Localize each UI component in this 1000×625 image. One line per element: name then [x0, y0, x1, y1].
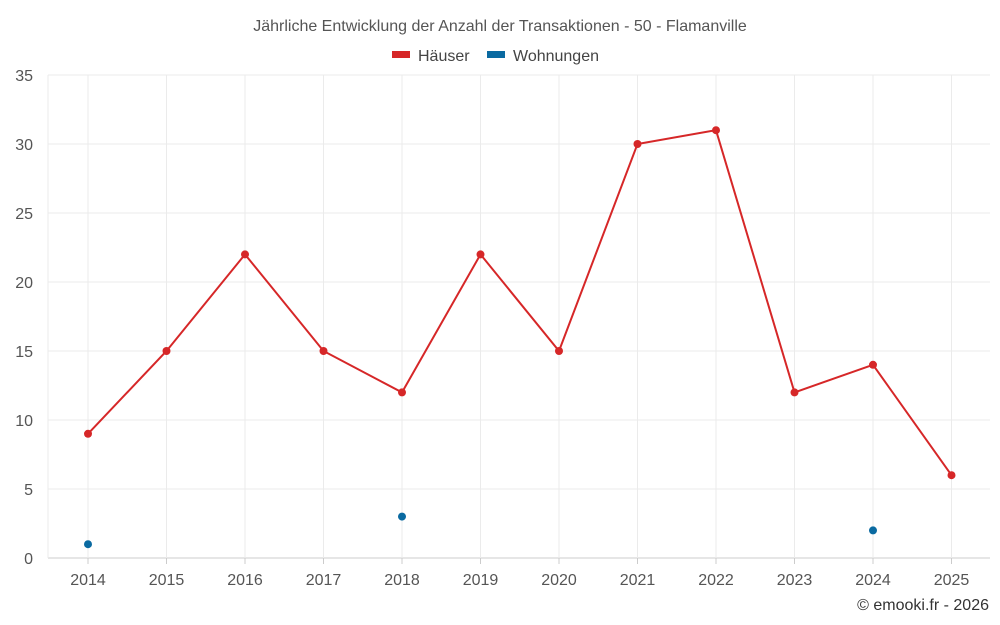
x-tick-label: 2019: [463, 572, 499, 589]
data-point-haeuser[interactable]: [712, 126, 720, 135]
data-point-wohnungen[interactable]: [869, 526, 877, 535]
x-tick-label: 2020: [541, 572, 577, 589]
data-point-haeuser[interactable]: [84, 429, 92, 438]
footer-credit: © emooki.fr - 2026: [857, 597, 989, 614]
x-tick-label: 2015: [149, 572, 185, 589]
x-tick-label: 2014: [70, 572, 106, 589]
data-point-haeuser[interactable]: [869, 360, 877, 369]
data-point-wohnungen[interactable]: [84, 540, 92, 549]
data-point-wohnungen[interactable]: [398, 512, 406, 521]
x-tick-label: 2022: [698, 572, 734, 589]
legend-swatch: [487, 51, 505, 58]
data-point-haeuser[interactable]: [162, 347, 171, 355]
x-tick-label: 2024: [855, 572, 891, 589]
x-tick-label: 2025: [934, 572, 970, 589]
data-point-haeuser[interactable]: [790, 388, 799, 397]
y-tick-label: 10: [15, 413, 33, 430]
data-point-haeuser[interactable]: [398, 388, 406, 397]
legend-swatch: [392, 51, 410, 58]
x-tick-label: 2017: [306, 572, 342, 589]
y-tick-label: 35: [15, 68, 33, 85]
y-tick-label: 0: [24, 551, 33, 568]
x-tick-label: 2023: [777, 572, 813, 589]
chart-title: Jährliche Entwicklung der Anzahl der Tra…: [253, 18, 747, 35]
x-tick-label: 2018: [384, 572, 420, 589]
x-tick-label: 2021: [620, 572, 656, 589]
legend-label[interactable]: Häuser: [418, 48, 470, 65]
data-point-haeuser[interactable]: [476, 250, 485, 259]
data-point-haeuser[interactable]: [555, 347, 563, 355]
data-point-haeuser[interactable]: [319, 347, 328, 355]
y-tick-label: 5: [24, 482, 33, 499]
legend-label[interactable]: Wohnungen: [513, 48, 599, 65]
grid: [48, 74, 990, 559]
y-tick-label: 20: [15, 275, 33, 292]
y-tick-label: 15: [15, 344, 33, 361]
y-tick-label: 25: [15, 206, 33, 223]
legend: Häuser Wohnungen: [392, 48, 599, 65]
data-point-haeuser[interactable]: [241, 250, 249, 259]
data-point-haeuser[interactable]: [947, 471, 956, 480]
y-tick-label: 30: [15, 137, 33, 154]
series-layer: [84, 126, 956, 549]
data-point-haeuser[interactable]: [633, 140, 642, 148]
series-line-haeuser: [87, 129, 953, 476]
x-tick-label: 2016: [227, 572, 263, 589]
